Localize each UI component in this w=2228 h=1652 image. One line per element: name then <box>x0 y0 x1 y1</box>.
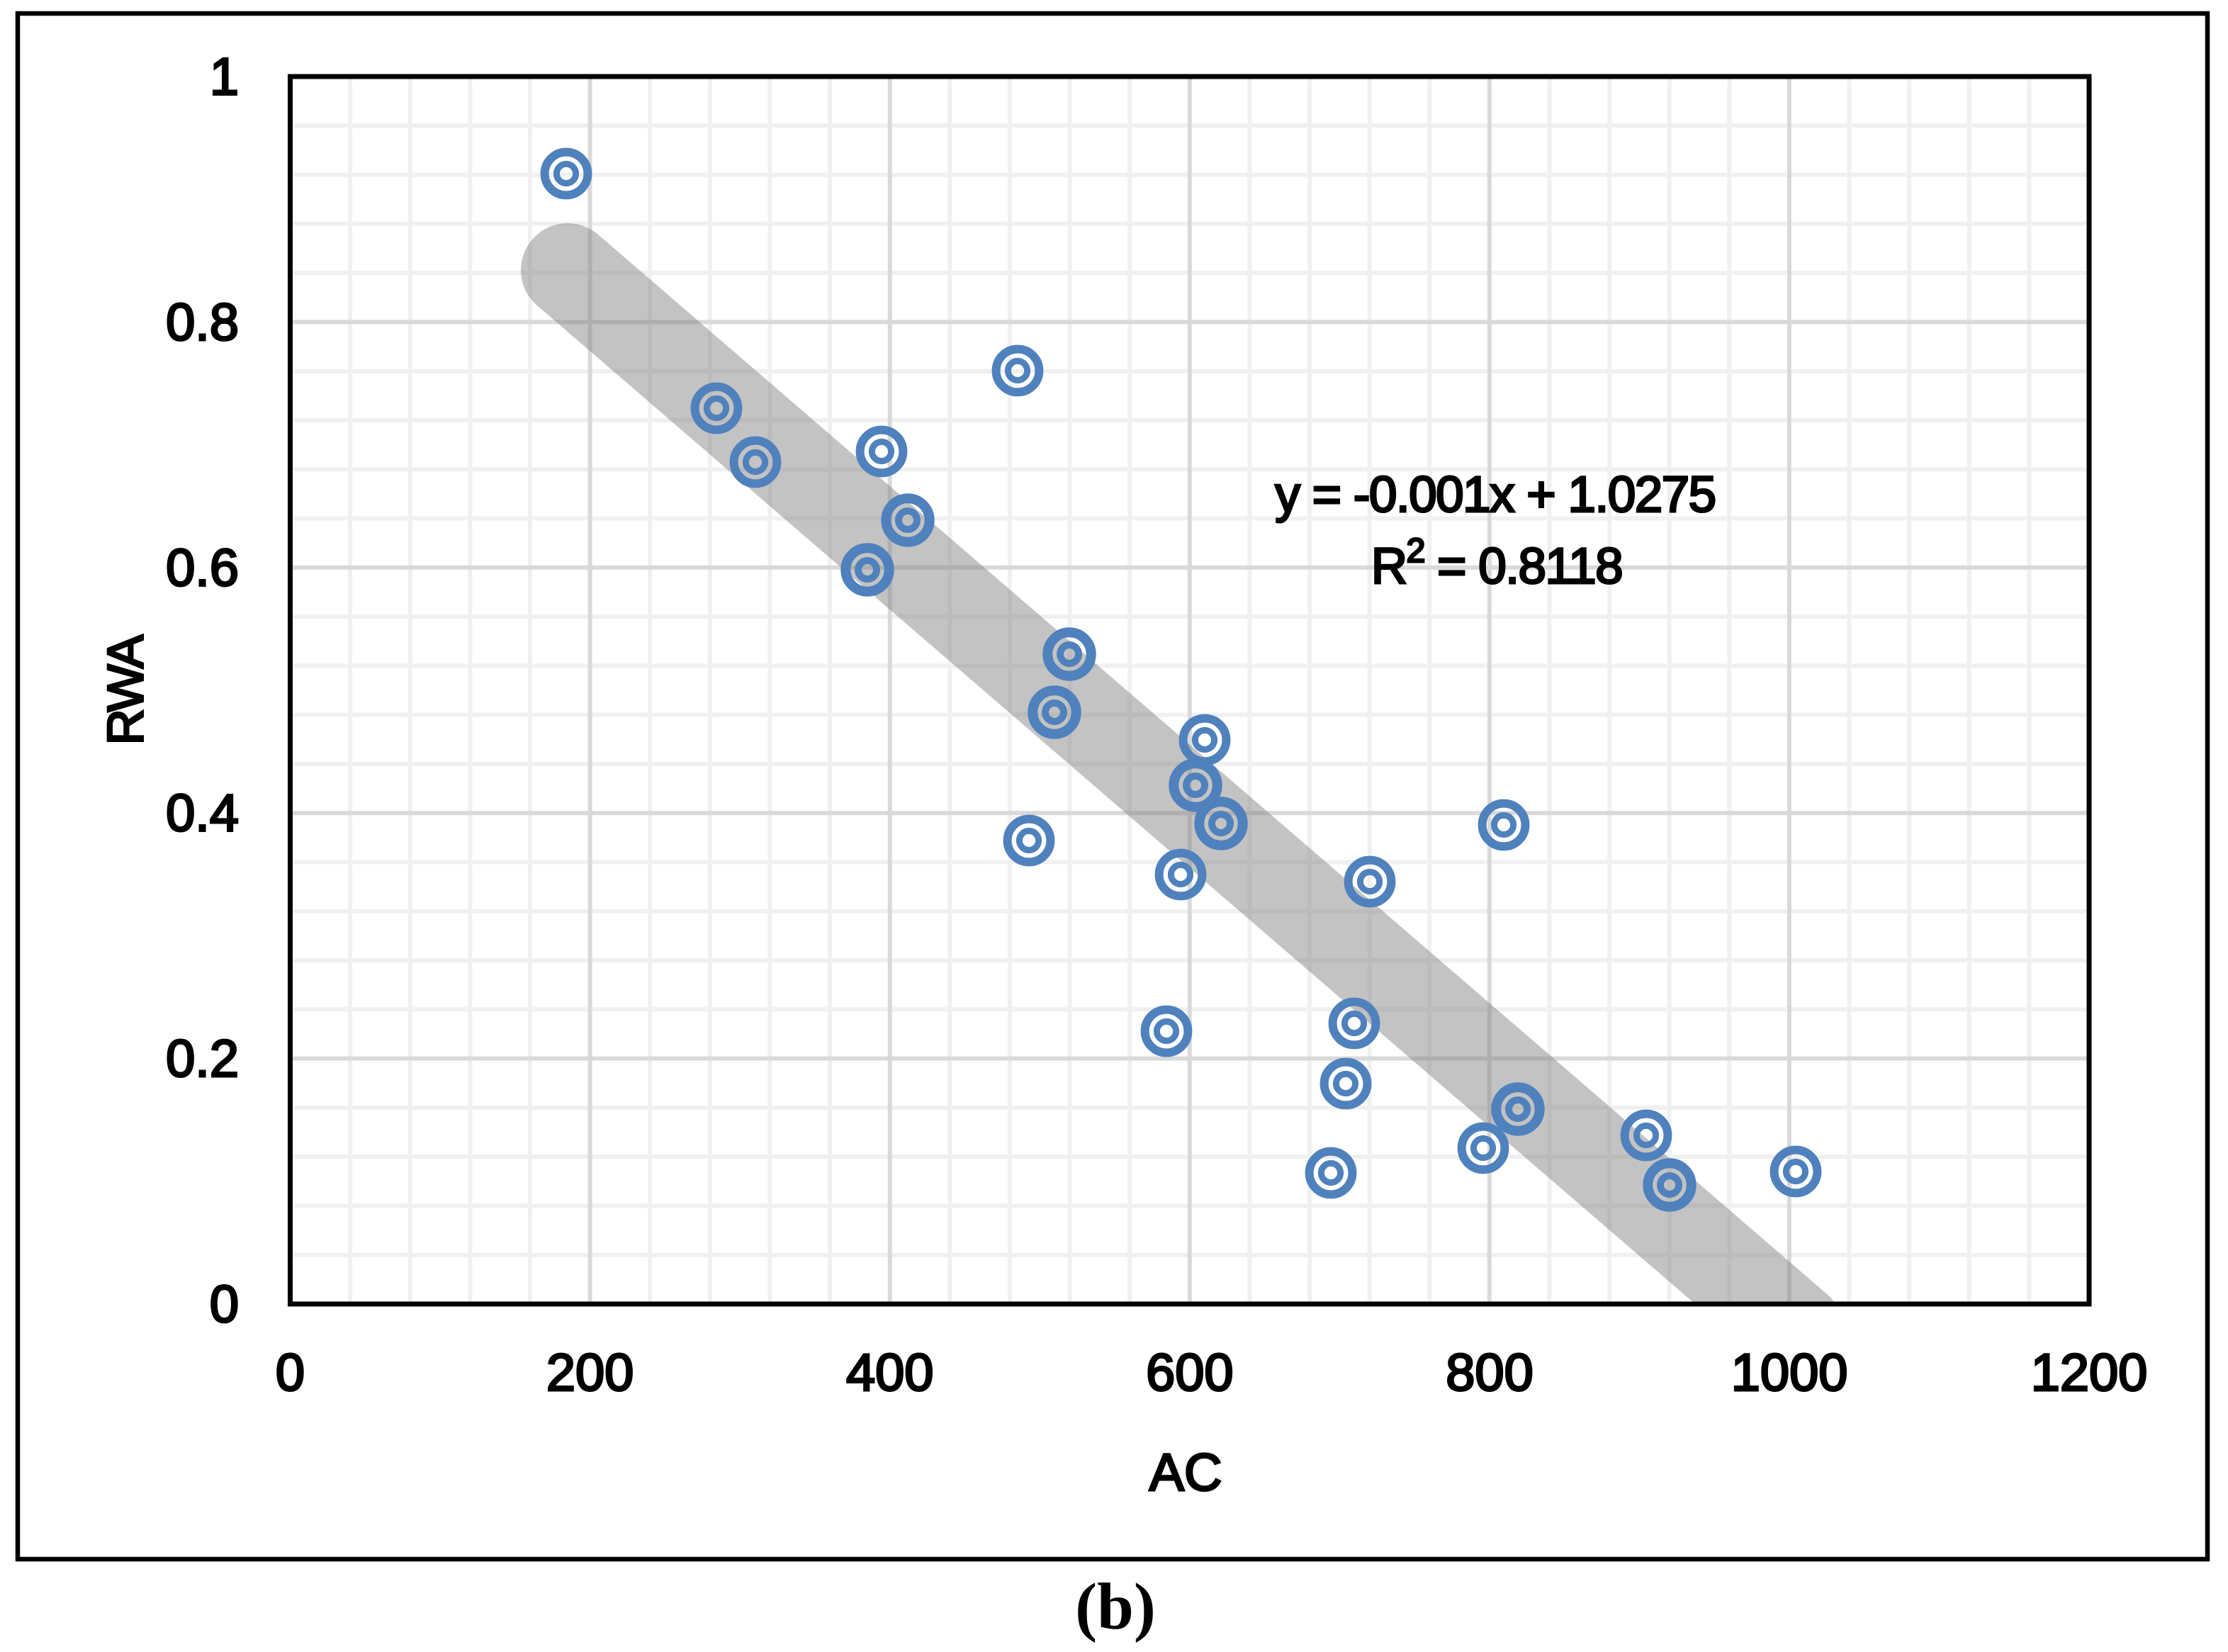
svg-text:1000: 1000 <box>1731 1343 1848 1402</box>
svg-text:0: 0 <box>210 1275 239 1334</box>
svg-text:0.4: 0.4 <box>166 784 239 843</box>
svg-text:AC: AC <box>1149 1443 1222 1502</box>
svg-text:0.2: 0.2 <box>166 1029 239 1088</box>
svg-text:1: 1 <box>210 47 239 106</box>
svg-text:0.8: 0.8 <box>166 293 239 352</box>
svg-text:400: 400 <box>846 1343 933 1402</box>
svg-text:R2 = 0.8118: R2 = 0.8118 <box>1371 532 1622 595</box>
svg-text:RWA: RWA <box>99 634 154 745</box>
svg-text:600: 600 <box>1146 1343 1233 1402</box>
svg-text:y = -0.001x + 1.0275: y = -0.001x + 1.0275 <box>1275 467 1715 523</box>
svg-text:0: 0 <box>276 1343 305 1402</box>
svg-text:200: 200 <box>546 1343 634 1402</box>
svg-text:0.6: 0.6 <box>166 538 239 597</box>
svg-text:1200: 1200 <box>2031 1343 2148 1402</box>
svg-text:(b): (b) <box>1075 1570 1156 1643</box>
svg-text:800: 800 <box>1446 1343 1533 1402</box>
